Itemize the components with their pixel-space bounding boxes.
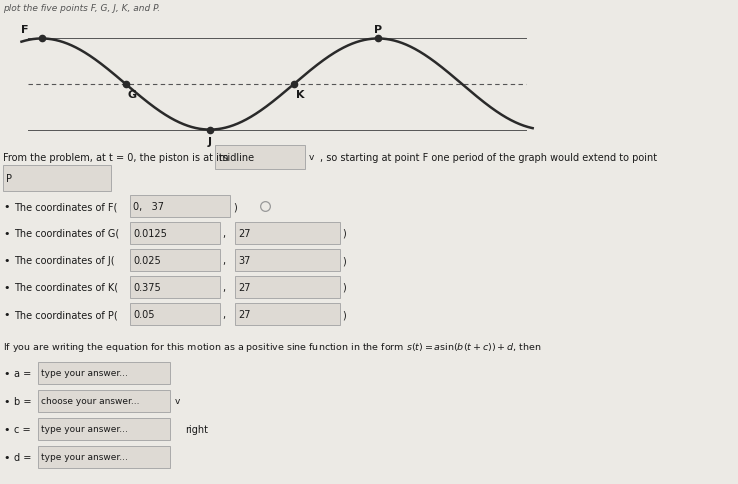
- Text: ): ): [342, 283, 346, 292]
- Text: type your answer...: type your answer...: [41, 424, 128, 434]
- Text: v: v: [174, 397, 180, 406]
- FancyBboxPatch shape: [38, 390, 170, 412]
- Text: •: •: [3, 228, 10, 239]
- Text: ): ): [342, 256, 346, 265]
- Text: If you are writing the equation for this motion as a positive sine function in t: If you are writing the equation for this…: [3, 340, 541, 353]
- Text: The coordinates of J(: The coordinates of J(: [14, 256, 114, 265]
- Text: J: J: [208, 136, 212, 147]
- Text: From the problem, at t = 0, the piston is at its: From the problem, at t = 0, the piston i…: [3, 152, 228, 163]
- Text: a =: a =: [14, 368, 31, 378]
- Text: 27: 27: [238, 283, 250, 292]
- Text: 0.025: 0.025: [133, 256, 161, 265]
- Text: ): ): [342, 228, 346, 239]
- FancyBboxPatch shape: [130, 249, 220, 272]
- Text: choose your answer...: choose your answer...: [41, 397, 139, 406]
- Text: ,: ,: [222, 228, 225, 239]
- FancyBboxPatch shape: [235, 276, 340, 299]
- Text: •: •: [3, 283, 10, 292]
- Text: K: K: [297, 90, 305, 100]
- Text: The coordinates of G(: The coordinates of G(: [14, 228, 120, 239]
- Text: The coordinates of K(: The coordinates of K(: [14, 283, 118, 292]
- Text: ,: ,: [222, 309, 225, 319]
- FancyBboxPatch shape: [130, 276, 220, 299]
- Text: •: •: [3, 256, 10, 265]
- Text: 0.0125: 0.0125: [133, 228, 167, 239]
- Text: The coordinates of F(: The coordinates of F(: [14, 201, 117, 212]
- Text: •: •: [3, 396, 10, 406]
- Text: b =: b =: [14, 396, 32, 406]
- Text: , so starting at point F one period of the graph would extend to point: , so starting at point F one period of t…: [320, 152, 657, 163]
- Text: 0,   37: 0, 37: [133, 201, 164, 212]
- Text: F: F: [21, 25, 29, 35]
- Text: 27: 27: [238, 228, 250, 239]
- Text: P: P: [374, 25, 382, 35]
- FancyBboxPatch shape: [38, 362, 170, 384]
- Text: 27: 27: [238, 309, 250, 319]
- Text: •: •: [3, 368, 10, 378]
- Text: •: •: [3, 309, 10, 319]
- FancyBboxPatch shape: [235, 303, 340, 325]
- Text: type your answer...: type your answer...: [41, 453, 128, 462]
- Text: P: P: [6, 174, 12, 183]
- Text: •: •: [3, 201, 10, 212]
- Text: The coordinates of P(: The coordinates of P(: [14, 309, 118, 319]
- Text: 37: 37: [238, 256, 250, 265]
- Text: ,: ,: [222, 283, 225, 292]
- Text: v: v: [308, 153, 314, 162]
- Text: d =: d =: [14, 452, 32, 462]
- Text: type your answer...: type your answer...: [41, 369, 128, 378]
- Text: plot the five points F, G, J, K, and P.: plot the five points F, G, J, K, and P.: [3, 4, 160, 13]
- Text: midline: midline: [218, 152, 254, 163]
- Text: ): ): [342, 309, 346, 319]
- FancyBboxPatch shape: [3, 166, 111, 191]
- FancyBboxPatch shape: [130, 303, 220, 325]
- FancyBboxPatch shape: [38, 418, 170, 440]
- FancyBboxPatch shape: [215, 146, 305, 169]
- FancyBboxPatch shape: [38, 446, 170, 468]
- Text: ,: ,: [222, 256, 225, 265]
- Text: 0.375: 0.375: [133, 283, 161, 292]
- Text: ): ): [234, 201, 238, 212]
- Text: •: •: [3, 452, 10, 462]
- FancyBboxPatch shape: [235, 249, 340, 272]
- FancyBboxPatch shape: [130, 196, 230, 218]
- Text: right: right: [184, 424, 208, 434]
- Text: c =: c =: [14, 424, 30, 434]
- Text: G: G: [128, 90, 137, 100]
- FancyBboxPatch shape: [130, 222, 220, 244]
- Text: •: •: [3, 424, 10, 434]
- FancyBboxPatch shape: [235, 222, 340, 244]
- Text: 0.05: 0.05: [133, 309, 154, 319]
